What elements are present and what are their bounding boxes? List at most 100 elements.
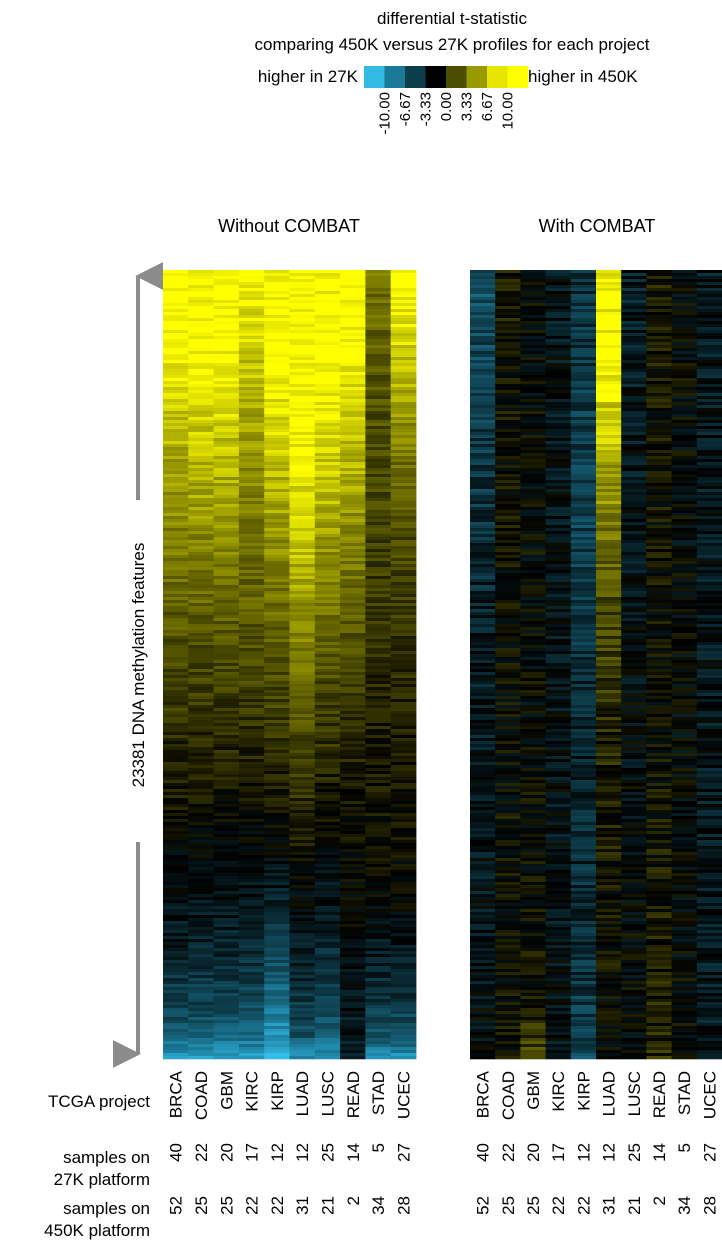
heatmap-cell xyxy=(495,966,521,970)
heatmap-cell xyxy=(289,924,316,928)
heatmap-cell xyxy=(545,648,572,652)
heatmap-cell xyxy=(545,807,572,811)
heatmap-cell xyxy=(596,618,622,622)
heatmap-cell xyxy=(545,462,572,466)
heatmap-cell xyxy=(340,690,366,694)
heatmap-cell xyxy=(314,999,341,1003)
heatmap-cell xyxy=(646,501,672,505)
heatmap-cell xyxy=(188,825,214,829)
heatmap-cell xyxy=(495,435,521,439)
heatmap-cell xyxy=(621,339,647,343)
heatmap-cell xyxy=(314,441,341,445)
heatmap-cell xyxy=(213,582,240,586)
heatmap-cell xyxy=(646,828,672,832)
heatmap-cell xyxy=(646,876,672,880)
heatmap-cell xyxy=(470,408,496,412)
heatmap-cell xyxy=(365,282,392,286)
heatmap-cell xyxy=(520,1050,546,1054)
heatmap-cell xyxy=(213,690,240,694)
heatmap-cell xyxy=(264,906,290,910)
heatmap-cell xyxy=(163,999,189,1003)
heatmap-cell xyxy=(646,843,672,847)
heatmap-cell xyxy=(314,351,341,355)
heatmap-cell xyxy=(365,810,392,814)
heatmap-cell xyxy=(520,735,546,739)
heatmap-cell xyxy=(340,315,366,319)
heatmap-cell xyxy=(470,570,496,574)
heatmap-cell xyxy=(621,855,647,859)
heatmap-cell xyxy=(163,966,189,970)
heatmap-cell xyxy=(213,666,240,670)
heatmap-cell xyxy=(314,642,341,646)
heatmap-cell xyxy=(188,300,214,304)
heatmap-cell xyxy=(238,465,265,469)
heatmap-cell xyxy=(596,807,622,811)
heatmap-cell xyxy=(621,504,647,508)
heatmap-cell xyxy=(390,363,417,367)
heatmap-cell xyxy=(163,840,189,844)
heatmap-cell xyxy=(596,834,622,838)
heatmap-cell xyxy=(646,1053,672,1057)
heatmap-cell xyxy=(314,615,341,619)
heatmap-cell xyxy=(340,714,366,718)
heatmap-cell xyxy=(238,819,265,823)
heatmap-cell xyxy=(365,675,392,679)
heatmap-cell xyxy=(545,714,572,718)
heatmap-cell xyxy=(340,696,366,700)
heatmap-cell xyxy=(238,423,265,427)
heatmap-cell xyxy=(596,363,622,367)
heatmap-cell xyxy=(264,543,290,547)
heatmap-cell xyxy=(390,309,417,313)
heatmap-cell xyxy=(365,627,392,631)
heatmap-cell xyxy=(646,534,672,538)
heatmap-cell xyxy=(596,630,622,634)
heatmap-cell xyxy=(340,654,366,658)
heatmap-cell xyxy=(238,681,265,685)
heatmap-cell xyxy=(238,405,265,409)
heatmap-cell xyxy=(570,690,597,694)
heatmap-cell xyxy=(646,693,672,697)
heatmap-cell xyxy=(646,795,672,799)
heatmap-cell xyxy=(390,288,417,292)
heatmap-cell xyxy=(646,366,672,370)
heatmap-cell xyxy=(264,1035,290,1039)
heatmap-cell xyxy=(520,645,546,649)
heatmap-cell xyxy=(520,462,546,466)
heatmap-cell xyxy=(213,288,240,292)
heatmap-cell xyxy=(188,456,214,460)
heatmap-cell xyxy=(621,996,647,1000)
heatmap-cell xyxy=(390,1017,417,1021)
heatmap-cell xyxy=(340,528,366,532)
heatmap-cell xyxy=(390,384,417,388)
heatmap-cell xyxy=(545,606,572,610)
heatmap-cell xyxy=(365,1032,392,1036)
heatmap-cell xyxy=(289,564,316,568)
heatmap-cell xyxy=(470,891,496,895)
heatmap-cell xyxy=(495,399,521,403)
heatmap-cell xyxy=(188,978,214,982)
heatmap-cell xyxy=(596,369,622,373)
heatmap-cell xyxy=(570,924,597,928)
heatmap-cell xyxy=(238,645,265,649)
heatmap-cell xyxy=(570,738,597,742)
heatmap-cell xyxy=(188,741,214,745)
heatmap-cell xyxy=(314,1047,341,1051)
heatmap-cell xyxy=(264,438,290,442)
heatmap-cell xyxy=(213,507,240,511)
heatmap-cell xyxy=(340,1002,366,1006)
heatmap-cell xyxy=(264,405,290,409)
heatmap-cell xyxy=(365,753,392,757)
heatmap-cell xyxy=(289,828,316,832)
heatmap-cell xyxy=(495,984,521,988)
heatmap-cell xyxy=(470,366,496,370)
heatmap-cell xyxy=(470,492,496,496)
heatmap-cell xyxy=(495,924,521,928)
heatmap-cell xyxy=(289,543,316,547)
heatmap-cell xyxy=(596,924,622,928)
heatmap-cell xyxy=(520,294,546,298)
heatmap-cell xyxy=(646,411,672,415)
heatmap-cell xyxy=(596,471,622,475)
heatmap-cell xyxy=(340,318,366,322)
heatmap-cell xyxy=(264,312,290,316)
heatmap-cell xyxy=(390,711,417,715)
